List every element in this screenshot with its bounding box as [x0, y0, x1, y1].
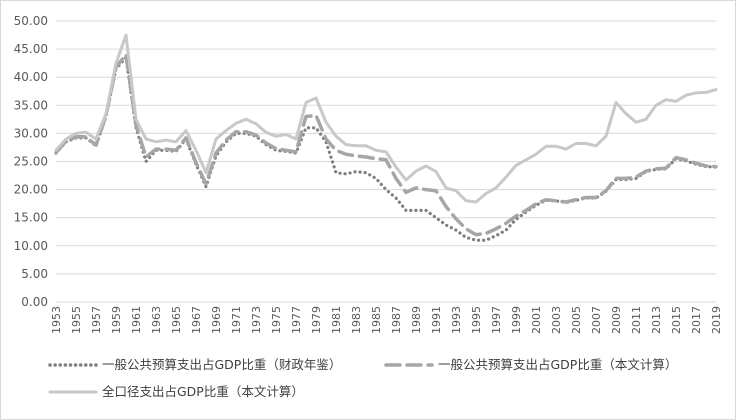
x-tick-label: 1973: [250, 306, 263, 334]
x-tick-label: 1961: [130, 306, 143, 334]
y-tick-label: 35.00: [14, 98, 48, 112]
x-tick-label: 1977: [290, 306, 303, 334]
y-tick-label: 30.00: [14, 126, 48, 140]
y-tick-label: 50.00: [14, 14, 48, 28]
x-tick-label: 2007: [590, 306, 603, 334]
x-tick-label: 1979: [310, 306, 323, 334]
x-tick-label: 1993: [450, 306, 463, 334]
x-tick-label: 2009: [610, 306, 623, 334]
series-line-3: [54, 33, 718, 204]
series-line-2: [54, 52, 718, 237]
x-tick-label: 1981: [330, 306, 343, 334]
y-tick-label: 45.00: [14, 42, 48, 56]
series-lines: [54, 33, 718, 242]
x-axis-ticks: 1953 1955 1957 1959 1961 1963 1965 1967 1969 1971…: [50, 306, 723, 334]
x-tick-label: 1963: [150, 306, 163, 334]
legend-label-3: 全口径支出占GDP比重（本文计算）: [102, 384, 304, 399]
x-tick-label: 1955: [70, 306, 83, 334]
x-tick-label: 1999: [510, 306, 523, 334]
x-tick-label: 1957: [90, 306, 103, 334]
x-tick-label: 1989: [410, 306, 423, 334]
x-tick-label: 2005: [570, 306, 583, 334]
x-tick-label: 1953: [50, 306, 63, 334]
x-tick-label: 1967: [190, 306, 203, 334]
x-tick-label: 1987: [390, 306, 403, 334]
gridlines: [56, 20, 716, 275]
y-tick-label: 40.00: [14, 70, 48, 84]
x-tick-label: 2001: [530, 306, 543, 334]
x-tick-label: 1969: [210, 306, 223, 334]
y-tick-label: 20.00: [14, 183, 48, 197]
y-tick-label: 25.00: [14, 155, 48, 169]
y-tick-label: 5.00: [21, 267, 48, 281]
x-tick-label: 1991: [430, 306, 443, 334]
legend-label-1: 一般公共预算支出占GDP比重（财政年鉴）: [102, 357, 341, 372]
y-tick-label: 10.00: [14, 239, 48, 253]
x-tick-label: 1995: [470, 306, 483, 334]
x-tick-label: 2019: [710, 306, 723, 334]
y-axis-ticks: 0.00 5.00 10.00 15.00 20.00 25.00 30.00 35.00 40…: [14, 14, 48, 309]
x-tick-label: 2015: [670, 306, 683, 334]
x-tick-label: 2011: [630, 306, 643, 334]
legend: 一般公共预算支出占GDP比重（财政年鉴） 一般公共预算支出占GDP比重（本文计算）…: [48, 357, 677, 399]
x-tick-label: 1959: [110, 306, 123, 334]
x-tick-label: 1985: [370, 306, 383, 334]
y-tick-label: 0.00: [21, 295, 48, 309]
x-tick-label: 2013: [650, 306, 663, 334]
x-tick-label: 2017: [690, 306, 703, 334]
x-tick-label: 2003: [550, 306, 563, 334]
x-tick-label: 1971: [230, 306, 243, 334]
y-tick-label: 15.00: [14, 211, 48, 225]
x-tick-label: 1997: [490, 306, 503, 334]
x-tick-label: 1975: [270, 306, 283, 334]
x-tick-label: 1983: [350, 306, 363, 334]
legend-label-2: 一般公共预算支出占GDP比重（本文计算）: [438, 357, 677, 372]
x-tick-label: 1965: [170, 306, 183, 334]
